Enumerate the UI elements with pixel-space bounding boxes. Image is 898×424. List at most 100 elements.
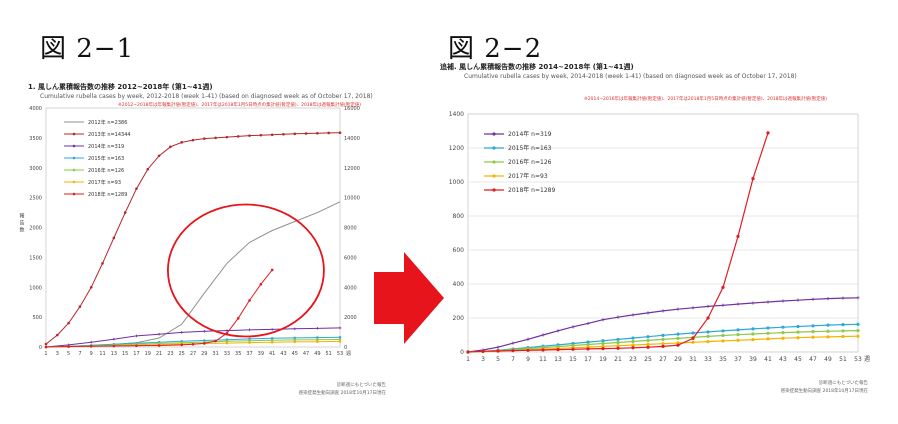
data-point-0 xyxy=(556,329,560,333)
x-tick-label: 13 xyxy=(554,356,562,363)
x-tick-label: 27 xyxy=(659,356,667,363)
y2-tick-label: 10000 xyxy=(344,196,360,202)
legend-label-4: 2018年 n=1289 xyxy=(508,186,555,194)
data-point-1 xyxy=(676,332,680,336)
data-point-1 xyxy=(661,333,665,337)
y-tick-label: 1200 xyxy=(449,145,464,152)
x-tick-label: 5 xyxy=(496,356,500,363)
data-point-4 xyxy=(338,338,342,341)
data-point-2 xyxy=(586,342,590,347)
x-tick-label: 41 xyxy=(269,351,275,357)
x-tick-label: 7 xyxy=(78,351,81,357)
data-point-4 xyxy=(526,348,530,352)
data-point-1 xyxy=(856,322,860,326)
data-point-2 xyxy=(661,337,665,342)
data-point-0 xyxy=(796,298,800,302)
x-tick-label: 9 xyxy=(90,351,93,357)
chart-source-line-1: 診断週にもとづいた報告 xyxy=(818,381,868,386)
data-point-1 xyxy=(781,325,785,329)
data-point-0 xyxy=(766,300,770,304)
x-tick-label: 15 xyxy=(122,351,128,357)
data-point-1 xyxy=(796,324,800,329)
data-point-6 xyxy=(191,343,195,346)
data-point-3 xyxy=(248,337,251,341)
data-point-2 xyxy=(856,328,860,333)
x-tick-label: 19 xyxy=(599,356,607,363)
y-axis-label-char: 告 xyxy=(19,220,24,227)
x-tick-label: 43 xyxy=(779,356,787,363)
data-point-3 xyxy=(826,335,830,339)
data-point-3 xyxy=(721,339,725,343)
x-tick-label: 47 xyxy=(809,356,817,363)
data-point-0 xyxy=(526,337,530,341)
data-point-6 xyxy=(67,345,70,348)
x-tick-label: 11 xyxy=(99,351,105,357)
x-tick-label: 13 xyxy=(111,351,117,357)
data-point-0 xyxy=(841,296,845,300)
series-line-4 xyxy=(45,339,341,348)
data-point-2 xyxy=(646,338,650,343)
data-point-4 xyxy=(293,338,297,342)
data-point-2 xyxy=(751,332,755,336)
x-tick-label: 53 xyxy=(337,351,343,357)
chart-panel-2014-2018: 追補. 風しん累積報告数の推移 2014~2018年 (第1~41週) Cumu… xyxy=(434,62,872,400)
legend-marker-6 xyxy=(72,192,76,196)
data-point-1 xyxy=(101,262,104,265)
data-point-4 xyxy=(721,285,725,289)
x-tick-label: 3 xyxy=(56,351,59,357)
y-axis-label-char: 報 xyxy=(19,214,24,220)
data-point-4 xyxy=(661,344,665,348)
data-point-1 xyxy=(259,133,263,137)
data-point-1 xyxy=(601,339,605,343)
legend-marker-1 xyxy=(72,132,76,136)
data-point-2 xyxy=(270,328,274,331)
x-tick-label: 43 xyxy=(280,351,286,357)
data-point-2 xyxy=(616,340,620,345)
data-point-1 xyxy=(316,131,319,135)
x-tick-label: 33 xyxy=(704,356,712,363)
data-point-0 xyxy=(496,345,500,349)
x-tick-label: 5 xyxy=(67,351,70,357)
data-point-4 xyxy=(541,348,545,352)
y-tick-label: 0 xyxy=(460,349,464,356)
x-tick-label: 17 xyxy=(133,351,139,357)
data-point-3 xyxy=(841,334,845,339)
legend-label-3: 2017年 n=93 xyxy=(508,172,548,180)
legend-marker-3 xyxy=(492,174,496,178)
data-point-1 xyxy=(157,154,161,158)
y2-tick-label: 2000 xyxy=(344,315,357,321)
data-point-1 xyxy=(706,330,710,334)
x-tick-label: 41 xyxy=(764,356,772,363)
data-point-2 xyxy=(338,326,342,330)
data-point-4 xyxy=(736,234,740,238)
data-point-5 xyxy=(316,340,319,343)
data-point-1 xyxy=(293,132,297,136)
data-point-1 xyxy=(225,135,229,139)
y-tick-label: 4000 xyxy=(29,106,42,112)
data-point-0 xyxy=(706,304,710,309)
chart-panel-2012-2018: 1. 風しん累積報告数の推移 2012~2018年 (第1~41週) Cumul… xyxy=(19,82,390,400)
data-point-2 xyxy=(316,327,319,330)
y-tick-label: 400 xyxy=(453,281,465,288)
data-point-1 xyxy=(112,236,116,240)
chart-note: ※2014~2016年は年報集計値(暫定値)、2017年は2018年1月5日時点… xyxy=(584,97,828,102)
legend-marker-5 xyxy=(72,180,76,184)
data-point-1 xyxy=(586,340,590,344)
data-point-3 xyxy=(661,342,665,346)
data-point-4 xyxy=(706,316,710,320)
y2-tick-label: 14000 xyxy=(344,136,360,142)
data-point-2 xyxy=(736,333,740,337)
y2-tick-label: 12000 xyxy=(344,166,360,172)
x-tick-label: 45 xyxy=(794,356,802,363)
data-point-2 xyxy=(826,329,830,333)
data-point-5 xyxy=(293,340,297,344)
legend-label-0: 2014年 n=319 xyxy=(508,130,552,138)
data-point-0 xyxy=(751,301,755,305)
data-point-4 xyxy=(676,343,680,347)
data-point-4 xyxy=(556,348,560,352)
x-tick-label: 25 xyxy=(179,351,185,357)
x-axis-label: 週 xyxy=(346,350,351,357)
y-tick-label: 3500 xyxy=(29,136,42,142)
y2-tick-label: 6000 xyxy=(344,255,357,261)
data-point-2 xyxy=(601,341,605,346)
